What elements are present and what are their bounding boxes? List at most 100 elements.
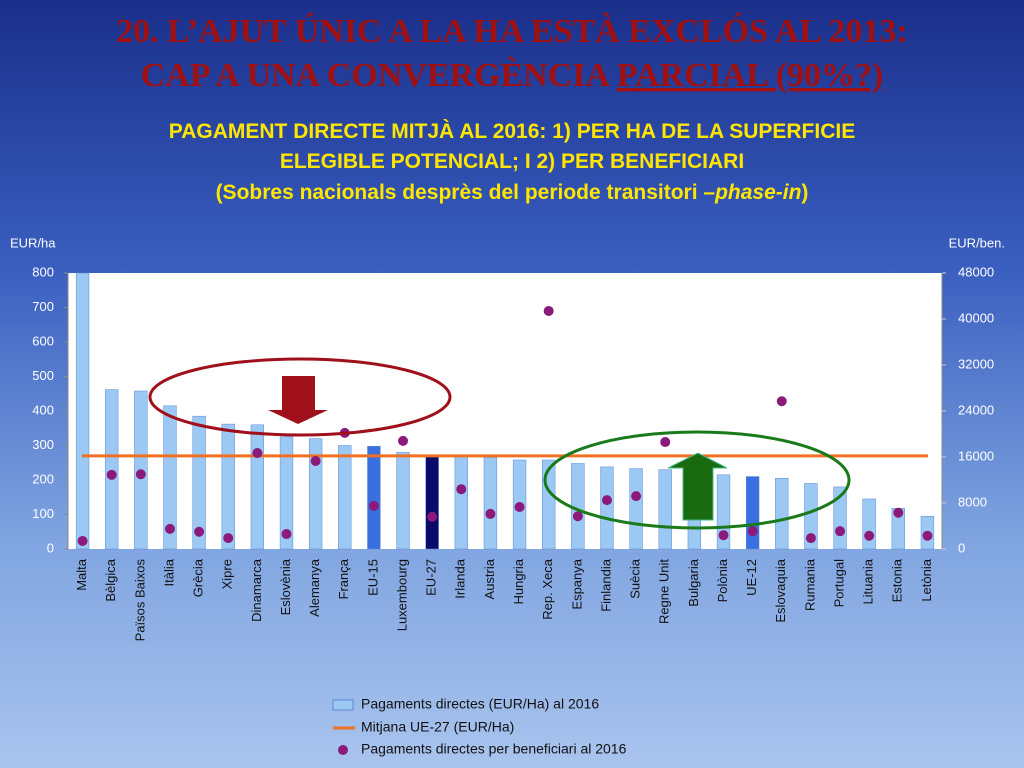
decorations (148, 357, 851, 530)
marks: 0100200300400500600700800080001600024000… (32, 264, 994, 756)
dot (135, 469, 146, 480)
bar (454, 455, 468, 550)
bar (483, 457, 498, 550)
bar (250, 424, 265, 550)
dot (835, 526, 846, 537)
down-arrow (268, 376, 328, 424)
x-tick-label: EU-15 (365, 559, 380, 596)
dot (77, 535, 88, 546)
y-tick-label: 700 (32, 299, 54, 314)
subtitle: PAGAMENT DIRECTE MITJÀ AL 2016: 1) PER H… (169, 120, 855, 143)
y-tick-label: 800 (32, 264, 54, 279)
bar (105, 389, 119, 550)
up-arrow (667, 452, 728, 521)
dot (485, 508, 496, 519)
x-tick-label: Rumania (802, 558, 817, 611)
x-tick-label: Estonia (890, 558, 905, 602)
bar (658, 469, 672, 550)
x-tick-label: Alemanya (307, 558, 322, 617)
bar (775, 478, 789, 550)
x-tick-label: Espanya (569, 558, 584, 609)
bar (745, 476, 760, 550)
x-tick-label: Finlandia (598, 558, 613, 612)
dot (106, 469, 117, 480)
y-tick-label: 600 (32, 333, 54, 348)
oval (148, 357, 452, 437)
bar (542, 459, 556, 550)
x-tick-label: Suècia (628, 558, 643, 599)
dot (864, 530, 875, 541)
y2-tick-label: 16000 (958, 448, 994, 463)
dot (572, 511, 583, 522)
subtitle: ELEGIBLE POTENCIAL; I 2) PER BENEFICIARI (280, 150, 744, 173)
bar (804, 483, 818, 550)
bar (629, 468, 643, 550)
x-tick-label: Itàlia (161, 558, 176, 586)
y2-tick-label: 40000 (958, 310, 994, 325)
legend-label: Pagaments directes per beneficiari al 20… (361, 741, 627, 757)
title-part: CAP A UNA CONVERGÈNCIA (141, 57, 617, 94)
legend-swatch (332, 699, 354, 711)
bar (600, 466, 614, 550)
dot (718, 530, 729, 541)
x-tick-label: Eslovènia (278, 558, 293, 615)
x-tick-label: Luxembourg (394, 559, 409, 631)
dot (631, 491, 642, 502)
title-part: PARCIAL (90%?) (617, 57, 884, 94)
plot-area (68, 273, 942, 549)
subtitle-part: phase-in (714, 181, 801, 204)
x-tick-label: Països Baixos (132, 559, 147, 642)
oval (543, 430, 851, 530)
y2-tick-label: 0 (958, 540, 965, 555)
title: 20. L’AJUT ÚNIC A LA HA ESTÀ EXCLÓS AL 2… (116, 12, 908, 50)
bar (192, 415, 206, 550)
y-tick-label: 100 (32, 506, 54, 521)
x-tick-label: Xipre (220, 559, 235, 589)
y-axis-label: EUR/ha (10, 235, 56, 250)
dot (660, 437, 671, 448)
x-tick-label: Polònia (715, 558, 730, 602)
bar (367, 445, 381, 550)
y2-tick-label: 48000 (958, 264, 994, 279)
y-tick-label: 200 (32, 471, 54, 486)
dot (805, 533, 816, 544)
bar (716, 474, 731, 550)
dot (893, 507, 904, 518)
bar (279, 436, 294, 550)
y2-tick-label: 24000 (958, 402, 994, 417)
dot (281, 529, 292, 540)
dot (776, 396, 787, 407)
x-tick-label: Bèlgica (103, 558, 118, 601)
x-tick-label: Austria (482, 558, 497, 599)
x-tick-label: Bulgaria (686, 558, 701, 606)
bar (425, 455, 439, 550)
bar (396, 452, 410, 550)
y2-tick-label: 32000 (958, 356, 994, 371)
bar (862, 498, 876, 550)
x-tick-label: França (336, 558, 351, 599)
bar (571, 463, 585, 550)
y-tick-label: 400 (32, 402, 54, 417)
dot (164, 523, 175, 534)
dot (747, 526, 758, 537)
x-tick-label: Dinamarca (249, 558, 264, 622)
legend-label: Pagaments directes (EUR/Ha) al 2016 (361, 696, 599, 712)
title: CAP A UNA CONVERGÈNCIA PARCIAL (90%?) (141, 57, 884, 94)
x-tick-label: Irlanda (453, 558, 468, 599)
x-tick-label: Letònia (919, 558, 934, 601)
x-tick-label: Malta (74, 558, 89, 591)
bar (163, 405, 177, 550)
x-tick-label: Lituania (861, 558, 876, 604)
x-tick-label: UE-12 (744, 559, 759, 596)
x-tick-label: EU-27 (424, 559, 439, 596)
dot (922, 530, 933, 541)
x-tick-label: Portugal (831, 559, 846, 608)
dot (456, 484, 467, 495)
dot (601, 495, 612, 506)
x-tick-label: Hungria (511, 558, 526, 604)
dot (398, 435, 409, 446)
legend-swatch (338, 745, 348, 755)
dot (543, 305, 554, 316)
